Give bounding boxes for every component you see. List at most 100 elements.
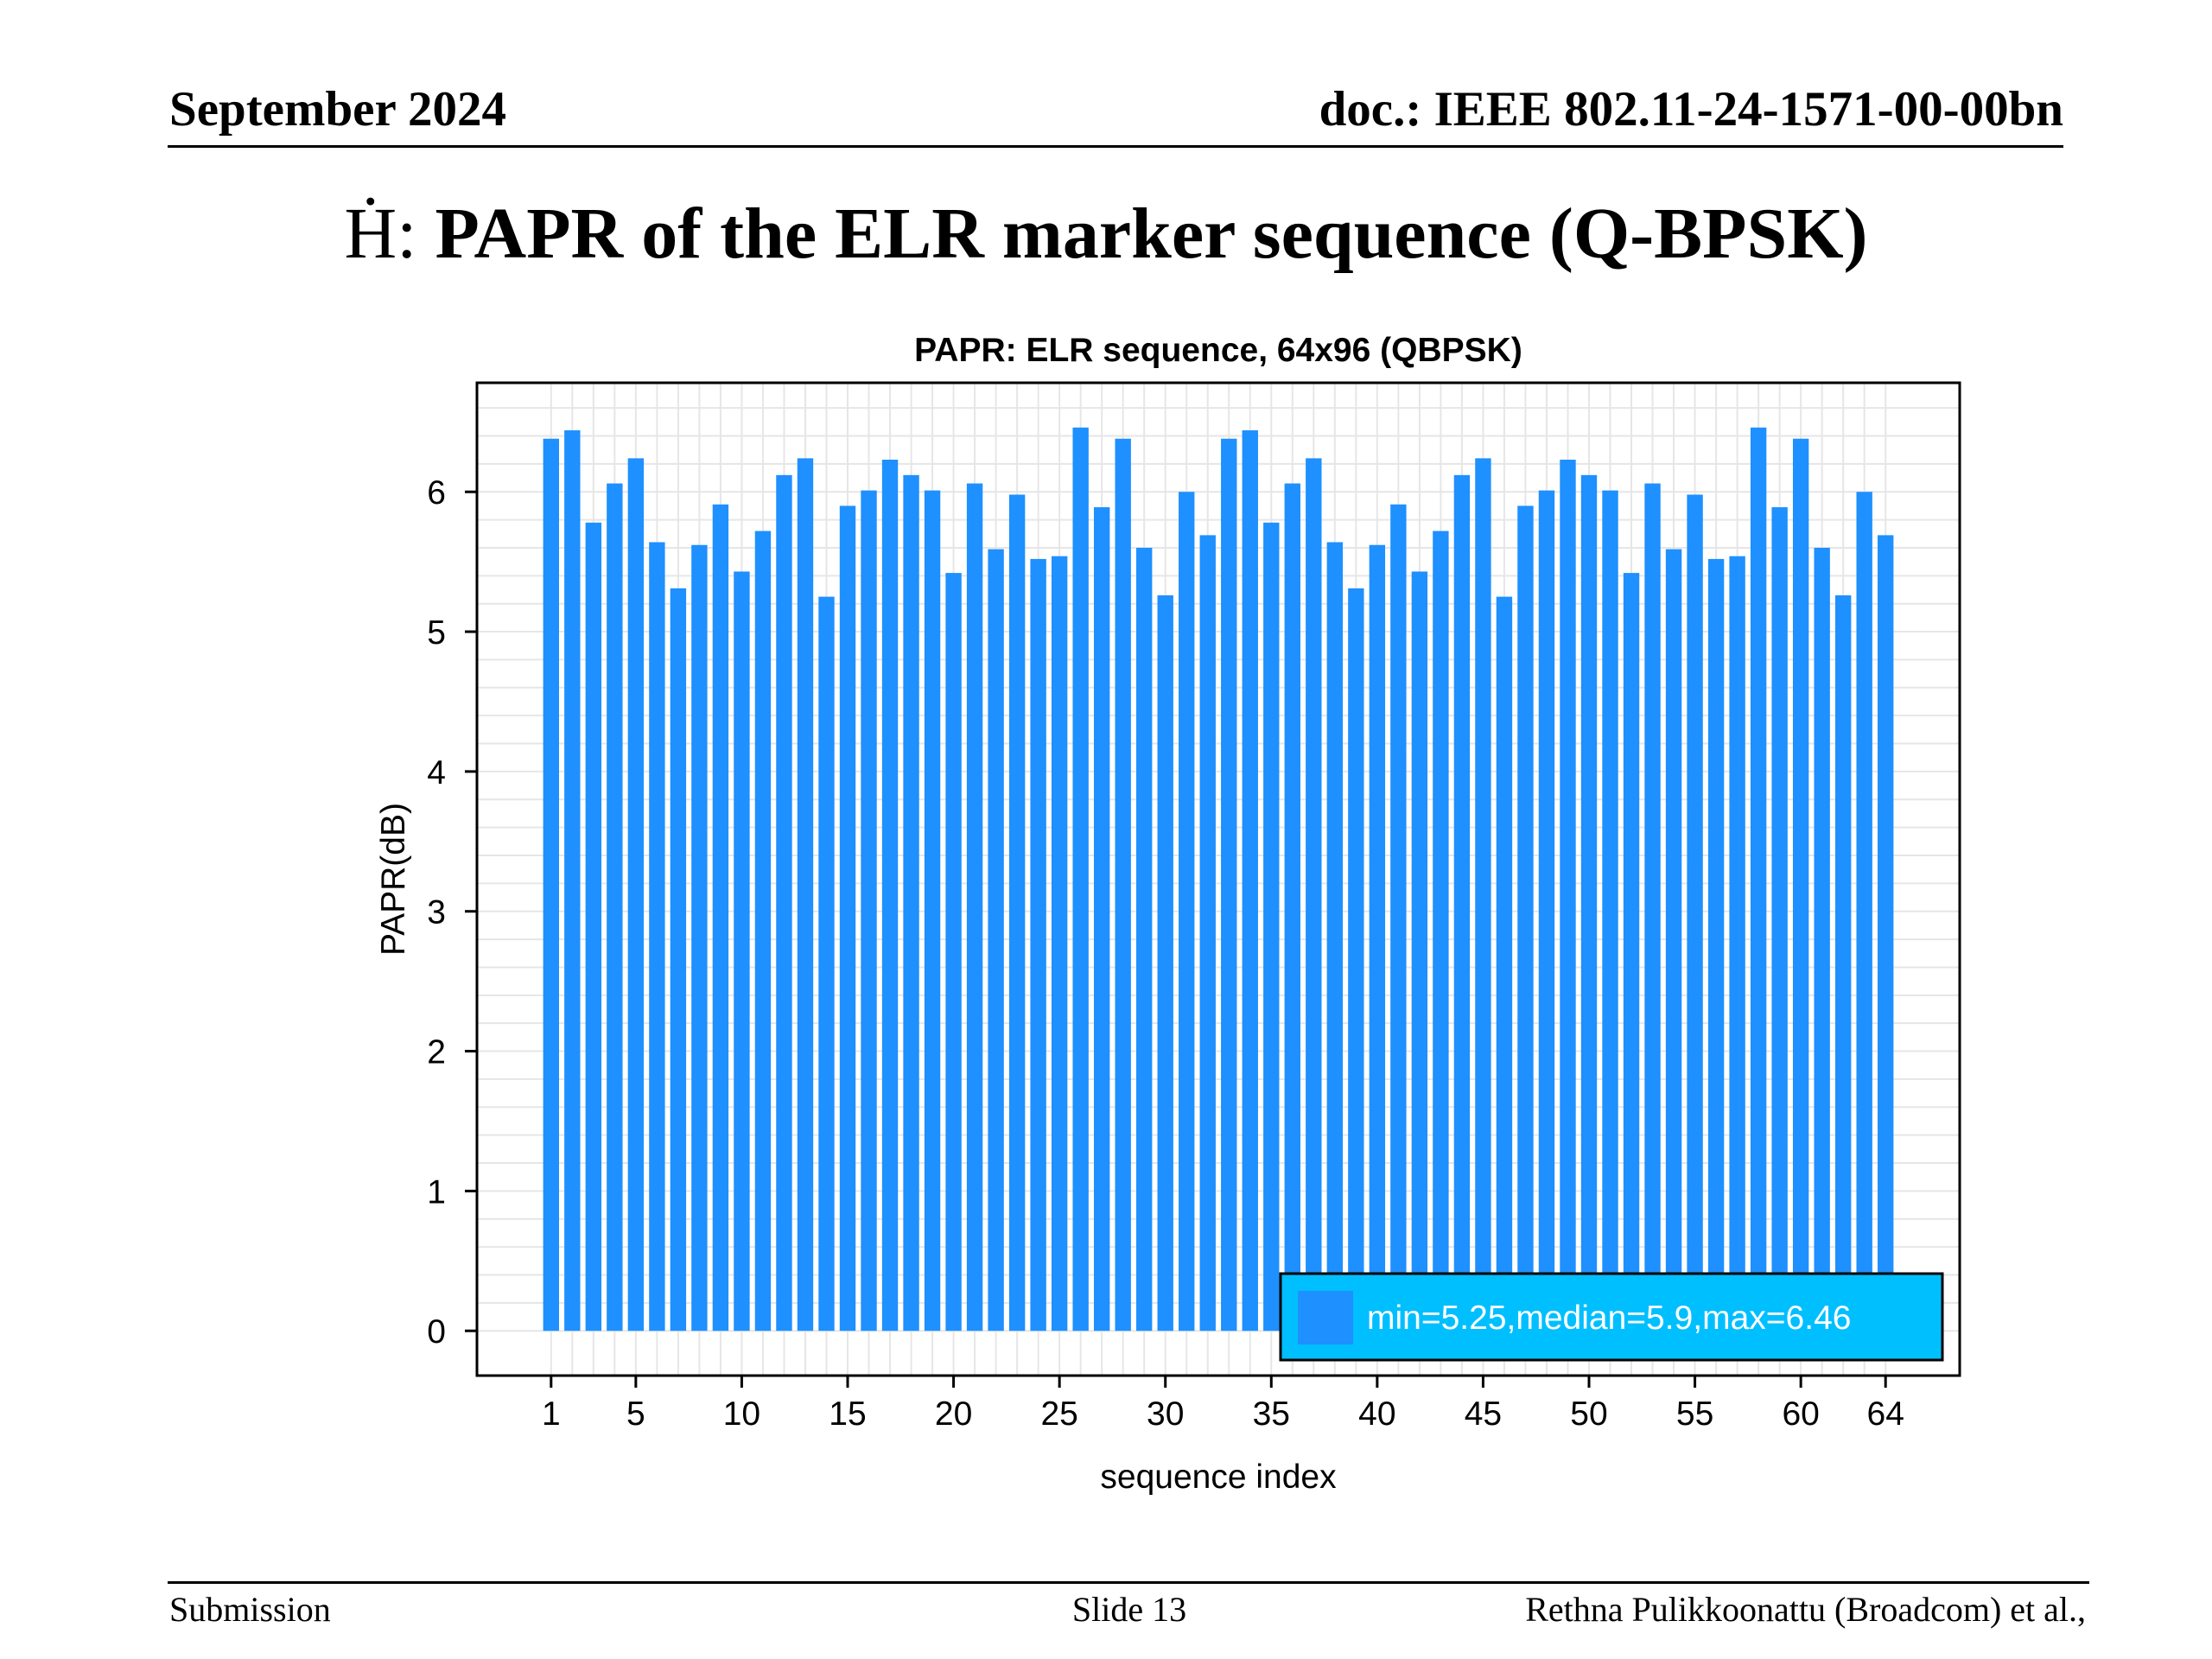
header-date: September 2024 <box>169 82 506 137</box>
y-tick-label: 6 <box>427 474 446 512</box>
bar <box>881 460 899 1332</box>
plot-frame <box>475 381 1961 1377</box>
legend-text: min=5.25,median=5.9,max=6.46 <box>1367 1300 1851 1337</box>
bar <box>797 458 814 1332</box>
bar <box>1814 547 1830 1332</box>
bar <box>1115 438 1131 1332</box>
bar <box>1729 556 1745 1332</box>
bar <box>543 438 559 1332</box>
bar <box>924 490 941 1332</box>
bar <box>1644 483 1661 1332</box>
x-axis-ticks: 1 5 10 15 20 25 30 35 40 45 50 55 60 64 <box>542 1376 1904 1433</box>
bar <box>585 522 602 1332</box>
bars <box>543 427 1894 1332</box>
bar <box>1051 556 1068 1332</box>
bar <box>1433 531 1449 1332</box>
slide-title-prefix: Ḣ: <box>344 194 417 274</box>
y-tick-label: 3 <box>427 894 446 931</box>
bar <box>670 588 687 1332</box>
bar <box>1136 547 1153 1332</box>
bar <box>1411 571 1428 1332</box>
bar <box>754 531 772 1332</box>
y-axis-label: PAPR(dB) <box>375 803 412 956</box>
bar <box>839 505 856 1332</box>
y-tick-label: 5 <box>427 614 446 652</box>
x-tick-label: 10 <box>723 1395 760 1433</box>
chart-title: PAPR: ELR sequence, 64x96 (QBPSK) <box>914 332 1522 369</box>
bar <box>1369 544 1386 1332</box>
x-tick-label: 30 <box>1147 1395 1184 1433</box>
header-doc-id: doc.: IEEE 802.11-24-1571-00-00bn <box>1319 82 2063 137</box>
bar <box>945 573 962 1332</box>
bar <box>1878 535 1894 1332</box>
x-tick-label: 60 <box>1782 1395 1819 1433</box>
x-tick-label: 1 <box>542 1395 561 1433</box>
x-tick-label: 40 <box>1358 1395 1395 1433</box>
footer-submission: Submission <box>169 1590 331 1629</box>
bar <box>1687 494 1703 1332</box>
x-tick-label: 35 <box>1253 1395 1290 1433</box>
bar <box>1792 438 1809 1332</box>
x-tick-label: 15 <box>829 1395 866 1433</box>
bar <box>1538 490 1555 1332</box>
bar <box>1771 507 1788 1332</box>
bar <box>861 490 877 1332</box>
bar <box>1496 596 1513 1332</box>
bar <box>712 504 729 1332</box>
bar <box>691 544 708 1332</box>
bar <box>903 474 919 1332</box>
bar <box>818 596 835 1332</box>
x-tick-label: 20 <box>935 1395 972 1433</box>
bar <box>627 458 645 1332</box>
footer-authors: Rethna Pulikkoonattu (Broadcom) et al., <box>1525 1590 2086 1629</box>
y-tick-label: 1 <box>427 1173 446 1211</box>
footer-slide-number: Slide 13 <box>1071 1590 1187 1629</box>
bar <box>1072 427 1089 1332</box>
bar <box>1093 507 1110 1332</box>
y-tick-label: 4 <box>427 754 446 791</box>
bar <box>1221 438 1237 1332</box>
bar <box>1199 535 1216 1332</box>
bar <box>1623 573 1640 1332</box>
slide-title: Ḣ: PAPR of the ELR marker sequence (Q-BP… <box>0 194 2212 274</box>
y-tick-label: 0 <box>427 1313 446 1351</box>
header-divider <box>168 145 2063 148</box>
bar <box>1453 474 1471 1332</box>
footer-divider <box>168 1581 2089 1584</box>
slide-title-text: PAPR of the ELR marker sequence (Q-BPSK) <box>435 194 1868 274</box>
bar <box>1263 522 1280 1332</box>
bar <box>776 474 792 1332</box>
bar <box>1750 427 1767 1332</box>
bar <box>988 549 1004 1332</box>
bar <box>1560 460 1576 1332</box>
legend-box <box>1279 1272 1944 1362</box>
bar <box>1284 483 1300 1332</box>
bar <box>1157 594 1173 1332</box>
bar <box>1030 558 1046 1332</box>
bar <box>607 483 623 1332</box>
x-axis-label: sequence index <box>1100 1459 1337 1496</box>
bar <box>1580 474 1598 1332</box>
bar <box>1326 542 1344 1332</box>
bar <box>1707 558 1725 1332</box>
bar <box>734 571 750 1332</box>
legend-swatch <box>1298 1291 1353 1344</box>
x-tick-label: 55 <box>1676 1395 1713 1433</box>
bar <box>564 430 581 1332</box>
bar <box>1665 549 1682 1332</box>
bar <box>1834 594 1852 1332</box>
bar <box>1390 504 1407 1332</box>
x-tick-label: 64 <box>1867 1395 1904 1433</box>
y-tick-label: 2 <box>427 1034 446 1071</box>
bar <box>1475 458 1491 1332</box>
bar <box>1856 492 1872 1332</box>
x-tick-label: 25 <box>1040 1395 1077 1433</box>
bar <box>1008 494 1026 1332</box>
bar <box>1306 458 1322 1332</box>
legend: min=5.25,median=5.9,max=6.46 <box>1279 1272 1944 1362</box>
bar <box>1517 505 1534 1332</box>
x-tick-label: 50 <box>1570 1395 1607 1433</box>
bar <box>649 542 665 1332</box>
x-tick-label: 5 <box>626 1395 645 1433</box>
